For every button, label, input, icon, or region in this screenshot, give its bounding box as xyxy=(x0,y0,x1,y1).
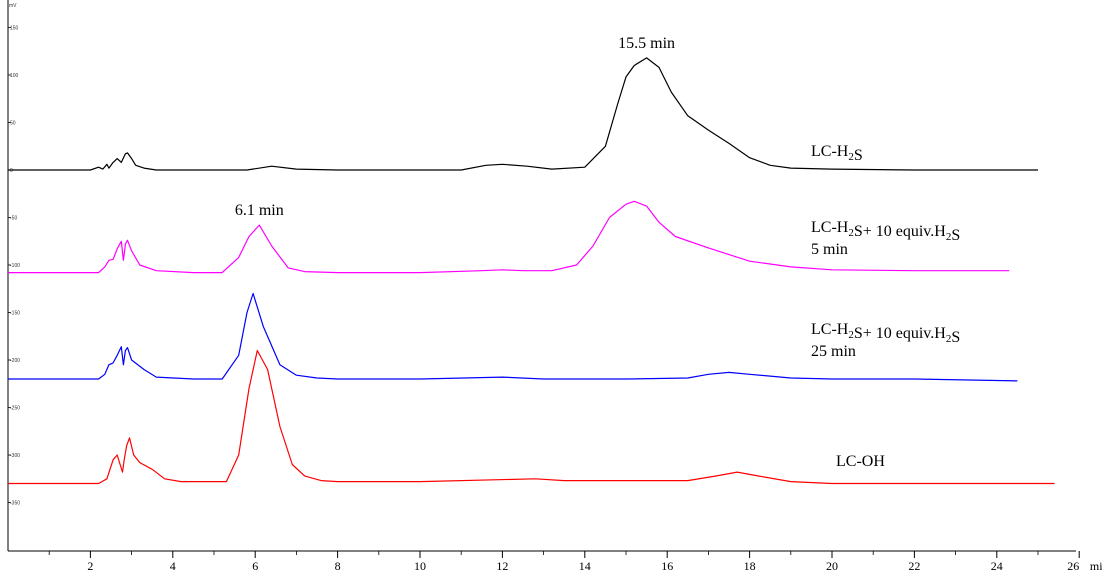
x-ticks: 2 4 6 8 10 12 14 16 18 20 22 24 26 xyxy=(48,551,1080,573)
x-tick-label: 12 xyxy=(496,559,508,573)
x-tick-label: 6 xyxy=(252,559,258,573)
y-unit-label: mV xyxy=(9,3,17,9)
series-line-1 xyxy=(8,200,1010,274)
annotations: 15.5 min 6.1 min xyxy=(235,35,675,219)
x-tick-label: 10 xyxy=(414,559,426,573)
series-label-0: LC-H2S xyxy=(811,143,863,164)
x-tick-label: 20 xyxy=(826,559,838,573)
y-tick-label: -300 xyxy=(10,453,20,459)
x-tick-label: 2 xyxy=(87,559,93,573)
x-tick-label: 18 xyxy=(744,559,756,573)
x-unit-label: min xyxy=(1090,559,1102,573)
y-tick-label: 50 xyxy=(10,121,16,127)
peak-annotation: 15.5 min xyxy=(618,35,675,52)
x-tick-label: 14 xyxy=(579,559,591,573)
series-label-2: LC-H2S+ 10 equiv.H2S xyxy=(811,321,960,346)
x-tick-label: 16 xyxy=(661,559,673,573)
y-tick-label: -100 xyxy=(10,263,20,269)
y-tick-label: -350 xyxy=(10,501,20,507)
y-ticks: 150 100 50 0 -50 -100 -150 -200 -250 -300 -350 xyxy=(8,26,20,507)
x-tick-label: 22 xyxy=(908,559,920,573)
y-tick-label: -200 xyxy=(10,358,20,364)
series-line-2 xyxy=(8,292,1018,382)
series-line-0 xyxy=(8,57,1038,171)
series-label-2: 25 min xyxy=(811,343,856,360)
x-tick-label: 24 xyxy=(991,559,1003,573)
y-tick-label: 150 xyxy=(10,26,19,32)
y-tick-label: -250 xyxy=(10,406,20,412)
y-tick-label: -150 xyxy=(10,311,20,317)
series-label-3: LC-OH xyxy=(836,453,885,470)
series-line-3 xyxy=(8,349,1055,485)
x-tick-label: 4 xyxy=(170,559,176,573)
peak-annotation: 6.1 min xyxy=(235,202,284,219)
y-tick-label: 100 xyxy=(10,73,19,79)
series-lines xyxy=(8,57,1055,485)
y-tick-label: 0 xyxy=(10,168,13,174)
x-tick-label: 8 xyxy=(335,559,341,573)
x-tick-label: 26 xyxy=(1067,559,1079,573)
series-label-1: LC-H2S+ 10 equiv.H2S xyxy=(811,219,960,244)
axes: mV min xyxy=(7,0,1102,573)
series-label-1: 5 min xyxy=(811,241,848,258)
y-tick-label: -50 xyxy=(10,216,17,222)
